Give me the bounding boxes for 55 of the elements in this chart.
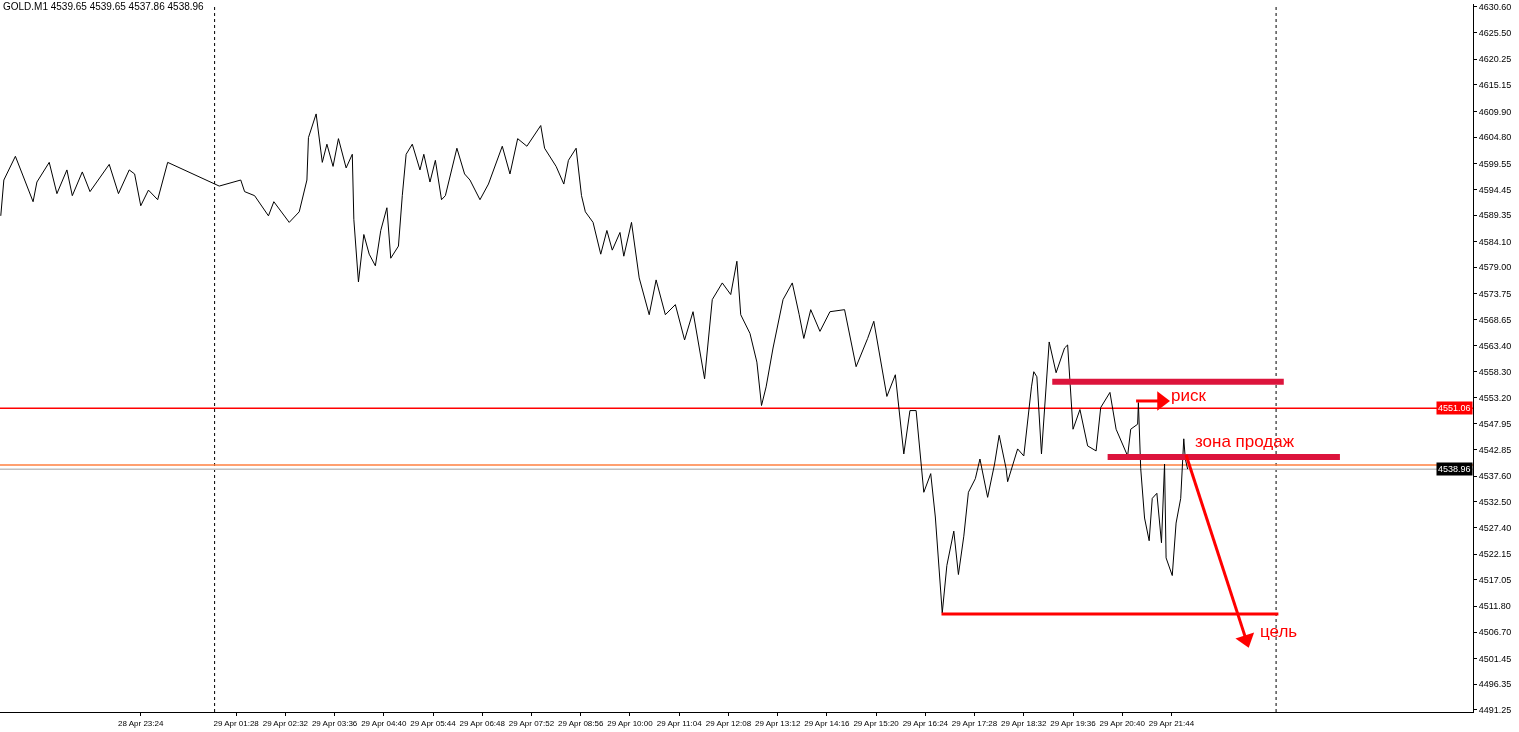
ref-line-label: 4538.96	[1438, 464, 1471, 474]
annotation: риск	[1171, 386, 1207, 405]
x-tick-label: 29 Apr 12:08	[705, 718, 752, 728]
y-tick-label: 4620.25	[1478, 54, 1512, 65]
y-tick-label: 4615.15	[1478, 80, 1512, 91]
x-tick-label: 29 Apr 02:32	[262, 718, 309, 728]
annotation: цель	[1260, 622, 1298, 641]
x-tick-label: 29 Apr 07:52	[508, 718, 555, 728]
y-tick-label: 4630.60	[1478, 2, 1512, 13]
x-tick-label: 29 Apr 21:44	[1148, 718, 1195, 728]
annotation: зона продаж	[1195, 432, 1295, 451]
y-tick-label: 4594.45	[1478, 184, 1512, 195]
y-tick-label: 4584.10	[1478, 236, 1512, 247]
chart-title: GOLD.M1 4539.65 4539.65 4537.86 4538.96	[2, 1, 205, 12]
x-tick-label: 29 Apr 04:40	[361, 718, 408, 728]
x-tick-label: 29 Apr 01:28	[213, 718, 260, 728]
y-tick-label: 4568.65	[1478, 314, 1512, 325]
y-tick-label: 4553.20	[1478, 392, 1512, 403]
y-tick-label: 4573.75	[1478, 288, 1512, 299]
y-tick-label: 4542.85	[1478, 444, 1512, 455]
y-tick-label: 4579.00	[1478, 262, 1512, 273]
y-tick-label: 4589.35	[1478, 210, 1512, 221]
y-tick-label: 4599.55	[1478, 158, 1512, 169]
y-tick-label: 4501.45	[1478, 653, 1512, 664]
y-tick-label: 4625.50	[1478, 27, 1512, 38]
y-tick-label: 4491.25	[1478, 705, 1512, 716]
y-tick-label: 4547.95	[1478, 419, 1512, 430]
x-tick-label: 29 Apr 10:00	[607, 718, 654, 728]
y-tick-label: 4537.60	[1478, 471, 1512, 482]
y-tick-label: 4563.40	[1478, 341, 1512, 352]
x-tick-label: 29 Apr 13:12	[754, 718, 801, 728]
x-tick-label: 29 Apr 19:36	[1050, 718, 1097, 728]
x-tick-label: 29 Apr 20:40	[1099, 718, 1146, 728]
x-tick-label: 29 Apr 14:16	[804, 718, 851, 728]
y-tick-label: 4609.90	[1478, 106, 1512, 117]
x-tick-label: 29 Apr 18:32	[1001, 718, 1048, 728]
x-tick-label: 29 Apr 15:20	[853, 718, 900, 728]
x-tick-label: 28 Apr 23:24	[118, 718, 164, 728]
y-tick-label: 4527.40	[1478, 522, 1512, 533]
x-tick-label: 29 Apr 03:36	[311, 718, 358, 728]
x-tick-label: 29 Apr 16:24	[902, 718, 949, 728]
y-tick-label: 4517.05	[1478, 574, 1512, 585]
ref-line-label: 4551.06	[1438, 403, 1471, 413]
y-tick-label: 4604.80	[1478, 132, 1512, 143]
x-tick-label: 29 Apr 08:56	[558, 718, 604, 728]
x-tick-label: 29 Apr 17:28	[951, 718, 998, 728]
x-tick-label: 29 Apr 11:04	[656, 718, 703, 728]
x-tick-label: 29 Apr 05:44	[410, 718, 457, 728]
y-tick-label: 4522.15	[1478, 549, 1512, 560]
y-tick-label: 4532.50	[1478, 497, 1512, 508]
y-tick-label: 4511.80	[1478, 601, 1511, 612]
y-tick-label: 4496.35	[1478, 679, 1512, 690]
y-tick-label: 4506.70	[1478, 627, 1512, 638]
x-tick-label: 29 Apr 06:48	[459, 718, 506, 728]
y-tick-label: 4558.30	[1478, 366, 1512, 377]
